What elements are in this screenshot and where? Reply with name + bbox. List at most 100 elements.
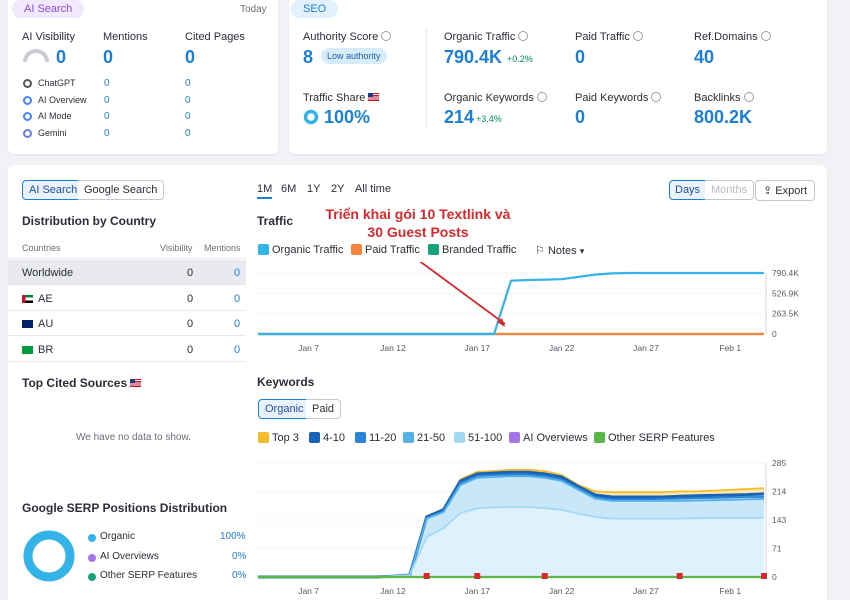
serp-legend-value[interactable]: 0% <box>232 550 247 562</box>
country-mentions[interactable]: 0 <box>234 318 241 330</box>
legend-ai-overviews[interactable]: AI Overviews <box>509 431 588 444</box>
date-label: Today <box>240 4 267 15</box>
period-2y[interactable]: 2Y <box>331 183 345 195</box>
legend-4-10[interactable]: 4-10 <box>309 431 345 444</box>
engine-mentions[interactable]: 0 <box>104 78 110 89</box>
period-1y[interactable]: 1Y <box>307 183 321 195</box>
note-marker[interactable] <box>541 573 548 579</box>
note-marker[interactable] <box>423 573 430 579</box>
period-1m[interactable]: 1M <box>257 183 273 199</box>
x-tick-label: Jan 27 <box>633 343 659 353</box>
note-marker[interactable] <box>676 573 683 579</box>
ai-visibility-label: AI Visibility <box>22 31 75 43</box>
chevron-down-icon: ▾ <box>579 246 585 256</box>
note-marker[interactable] <box>474 573 481 579</box>
legend-label: Organic Traffic <box>272 244 344 256</box>
note-marker[interactable] <box>761 573 767 579</box>
tab-organic[interactable]: Organic <box>258 399 311 419</box>
tab-ai-search[interactable]: AI Search <box>22 180 85 200</box>
legend-organic-traffic[interactable]: Organic Traffic <box>258 243 344 256</box>
gemini-icon <box>23 128 32 138</box>
legend-21-50[interactable]: 21-50 <box>403 431 445 444</box>
area-51-100 <box>258 507 764 577</box>
country-visibility: 0 <box>187 292 194 305</box>
series-organic-traffic[interactable] <box>258 271 764 336</box>
legend-top-3[interactable]: Top 3 <box>258 431 299 444</box>
top-cited-title: Top Cited Sources <box>22 376 142 390</box>
ai-visibility-value: 0 <box>56 47 67 67</box>
serp-legend-label: Other SERP Features <box>100 570 198 581</box>
country-mentions[interactable]: 0 <box>234 267 241 279</box>
legend-dot <box>88 534 96 542</box>
engine-mentions[interactable]: 0 <box>104 111 110 122</box>
traffic-share-label: Traffic Share <box>303 92 380 104</box>
annotation-line-1: Triển khai gói 10 Textlink và <box>325 206 511 222</box>
info-icon[interactable] <box>632 31 643 42</box>
visibility-gauge-icon <box>23 49 49 63</box>
engine-mentions[interactable]: 0 <box>104 127 110 139</box>
serp-distribution-title: Google SERP Positions Distribution <box>22 501 228 515</box>
legend-51-100[interactable]: 51-100 <box>454 431 502 444</box>
legend-11-20[interactable]: 11-20 <box>355 431 396 444</box>
info-icon[interactable] <box>518 31 529 42</box>
seo-tag: SEO <box>291 0 339 18</box>
serp-legend-label: AI Overviews <box>100 550 159 562</box>
legend-label: Other SERP Features <box>608 432 715 444</box>
country-name: AU <box>38 318 54 330</box>
checkbox-icon <box>403 431 414 443</box>
ref-domains-value[interactable]: 40 <box>694 47 715 67</box>
engine-cited[interactable]: 0 <box>185 94 191 106</box>
serp-legend-value[interactable]: 100% <box>220 531 246 542</box>
x-tick-label: Jan 22 <box>549 343 575 353</box>
info-icon[interactable] <box>381 31 392 42</box>
legend-other-serp-features[interactable]: Other SERP Features <box>594 431 715 444</box>
info-icon[interactable] <box>536 92 547 103</box>
engine-cited[interactable]: 0 <box>185 78 191 89</box>
country-name: BR <box>38 343 54 356</box>
backlinks-value[interactable]: 800.2K <box>694 107 753 127</box>
y-tick-label: 0 <box>772 329 777 339</box>
country-row[interactable]: Worldwide 0 0 <box>8 260 246 285</box>
info-icon[interactable] <box>760 31 771 42</box>
legend-paid-traffic[interactable]: Paid Traffic <box>351 243 420 256</box>
organic-traffic-change: +0.2% <box>507 54 533 64</box>
tab-paid[interactable]: Paid <box>306 399 342 419</box>
period-all-time[interactable]: All time <box>355 183 392 195</box>
engine-mentions[interactable]: 0 <box>104 94 110 106</box>
annotation-arrow <box>419 262 506 325</box>
flag-icon: ⚐ <box>535 245 545 257</box>
engine-cited[interactable]: 0 <box>185 127 191 139</box>
engine-name: AI Mode <box>38 111 72 121</box>
paid-keywords-value[interactable]: 0 <box>575 107 586 127</box>
chatgpt-icon <box>23 79 32 88</box>
checkbox-icon <box>509 431 520 443</box>
country-mentions[interactable]: 0 <box>234 343 241 356</box>
period-6m[interactable]: 6M <box>281 183 297 195</box>
ai-search-tag: AI Search <box>12 0 85 18</box>
checkbox-icon <box>351 243 362 255</box>
paid-traffic-value[interactable]: 0 <box>575 47 586 67</box>
tab-google-search[interactable]: Google Search <box>78 180 165 200</box>
country-row[interactable]: BR 0 0 <box>8 337 246 362</box>
organic-keywords-value[interactable]: 214 <box>444 107 475 127</box>
export-button[interactable]: ⇪ Export <box>755 180 816 201</box>
country-mentions[interactable]: 0 <box>234 292 241 305</box>
info-icon[interactable] <box>743 92 754 103</box>
checkbox-icon <box>428 243 439 255</box>
country-name: Worldwide <box>22 267 74 279</box>
country-row[interactable]: AE 0 0 <box>8 286 246 311</box>
low-authority-badge: Low authority <box>321 48 387 64</box>
annotation-text: Triển khai gói 10 Textlink và 30 Guest P… <box>318 205 518 241</box>
keywords-chart: 285 214 143 71 0 Jan 7 Jan 12 Jan 17 Jan 22 Jan 2… <box>258 458 786 596</box>
y-tick-label: 263.5K <box>772 309 799 319</box>
engine-cited[interactable]: 0 <box>185 111 191 122</box>
days-button[interactable]: Days <box>669 180 707 200</box>
info-icon[interactable] <box>651 92 662 103</box>
organic-traffic-value[interactable]: 790.4K <box>444 47 503 67</box>
country-row[interactable]: AU 0 0 <box>8 311 246 336</box>
notes-button[interactable]: ⚐ Notes ▾ <box>535 245 585 257</box>
legend-branded-traffic[interactable]: Branded Traffic <box>428 243 516 256</box>
months-button[interactable]: Months <box>705 180 755 200</box>
serp-legend-value[interactable]: 0% <box>232 570 247 581</box>
divider <box>8 258 246 259</box>
